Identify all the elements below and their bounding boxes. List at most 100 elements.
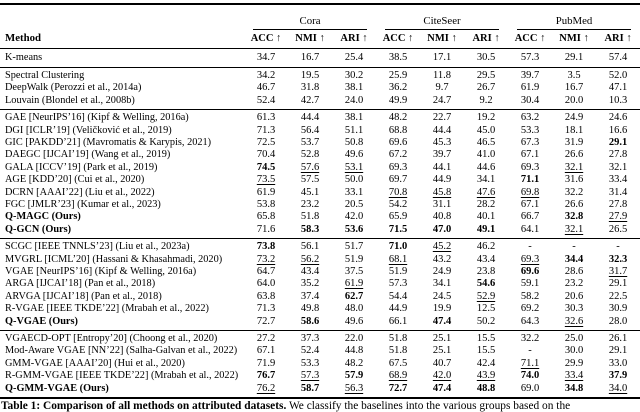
table-caption-lead: Table 1: Comparison of all methods on at… — [1, 400, 287, 412]
metric-value-cell: 47.6 — [476, 186, 496, 198]
metric-value-cell: 57.6 — [300, 161, 320, 173]
metric-value-cell: 19.9 — [432, 303, 452, 315]
metric-value-cell: 45.0 — [476, 124, 496, 136]
metric-value-cell: 22.0 — [344, 333, 364, 345]
metric-header: ARI ↑ — [596, 30, 640, 49]
dataset-group-row: Method Cora CiteSeer PubMed — [0, 4, 640, 49]
metric-value-cell: 45.3 — [432, 136, 452, 148]
method-cell: DGI [ICLR’19] (Veličković et al., 2019) — [5, 124, 172, 136]
metric-value-cell: 26.1 — [608, 333, 628, 345]
metric-value-cell: 24.0 — [344, 94, 364, 106]
metric-value-cell: 58.6 — [300, 315, 320, 327]
metric-value-cell: 32.1 — [608, 161, 628, 173]
metric-value-cell: 57.3 — [520, 51, 540, 63]
metric-value-cell: 73.5 — [256, 174, 276, 186]
table-row: ARVGA [IJCAI’18] (Pan et al., 2018) 63.8 3… — [0, 291, 640, 303]
metric-value-cell: - — [616, 241, 620, 253]
metric-value-cell: 44.1 — [432, 161, 452, 173]
metric-value-cell: 63.2 — [520, 112, 540, 124]
metric-value-cell: 20.6 — [564, 290, 584, 302]
method-cell: GMM-VGAE [AAAI’20] (Hui et al., 2020) — [5, 357, 185, 369]
metric-value-cell: 40.7 — [432, 357, 452, 369]
method-cell: AGE [KDD’20] (Cui et al., 2020) — [5, 174, 145, 186]
metric-value-cell: 68.9 — [388, 370, 408, 382]
metric-value-cell: 23.2 — [564, 278, 584, 290]
method-cell: GIC [PAKDD’21] (Mavromatis & Karypis, 20… — [5, 136, 212, 148]
table-row: R-GMM-VGAE [IEEE TKDE’22] (Mrabah et al.… — [0, 370, 640, 382]
metric-value-cell: 34.7 — [256, 51, 276, 63]
metric-value-cell: 30.4 — [520, 94, 540, 106]
table-row: MVGRL [ICML’20] (Hassani & Khasahmadi, 2… — [0, 254, 640, 266]
table-row: K-means 34.7 16.7 25.4 38.5 17.1 30.5 57.3 29.1 5… — [0, 48, 640, 67]
metric-value-cell: 42.0 — [344, 211, 364, 223]
metric-value-cell: 20.0 — [564, 94, 584, 106]
table-row: GMM-VGAE [AAAI’20] (Hui et al., 2020) 71.… — [0, 358, 640, 370]
metric-value-cell: 34.4 — [564, 253, 584, 265]
method-cell: DeepWalk (Perozzi et al., 2014a) — [5, 82, 142, 94]
metric-value-cell: 57.5 — [300, 174, 320, 186]
metric-value-cell: 16.7 — [564, 82, 584, 94]
metric-value-cell: 16.6 — [608, 124, 628, 136]
metric-value-cell: 23.2 — [300, 198, 320, 210]
metric-value-cell: 58.3 — [300, 223, 320, 235]
table-row: R-VGAE [IEEE TKDE’22] (Mrabah et al., 20… — [0, 303, 640, 315]
metric-value-cell: 76.2 — [256, 382, 276, 394]
metric-value-cell: 44.9 — [388, 303, 408, 315]
metric-value-cell: 15.5 — [476, 345, 496, 357]
table-row: Mod-Aware VGAE [NN’22] (Salha-Galvan et … — [0, 345, 640, 357]
metric-value-cell: 61.9 — [344, 278, 364, 290]
metric-value-cell: 49.6 — [344, 315, 364, 327]
metric-value-cell: 49.8 — [300, 303, 320, 315]
metric-value-cell: 37.4 — [300, 290, 320, 302]
metric-value-cell: 18.1 — [564, 124, 584, 136]
metric-value-cell: 16.7 — [300, 51, 320, 63]
metric-value-cell: 53.3 — [520, 124, 540, 136]
metric-value-cell: 31.1 — [432, 198, 452, 210]
metric-value-cell: 47.1 — [608, 82, 628, 94]
table-caption: Table 1: Comparison of all methods on at… — [1, 400, 640, 412]
metric-value-cell: 30.3 — [564, 303, 584, 315]
metric-value-cell: 25.1 — [432, 345, 452, 357]
metric-value-cell: 46.5 — [476, 136, 496, 148]
metric-header: ARI ↑ — [332, 30, 376, 49]
metric-value-cell: 73.8 — [256, 241, 276, 253]
metric-value-cell: 27.9 — [608, 211, 628, 223]
metric-value-cell: 25.0 — [564, 333, 584, 345]
metric-value-cell: 72.7 — [256, 315, 276, 327]
metric-value-cell: 61.9 — [256, 186, 276, 198]
metric-value-cell: 34.1 — [432, 278, 452, 290]
metric-value-cell: 42.7 — [300, 94, 320, 106]
table-row: Q-MAGC (Ours) 65.8 51.8 42.0 65.9 40.8 40.1 66.… — [0, 211, 640, 223]
metric-value-cell: 71.1 — [520, 357, 540, 369]
method-block: VGAECD-OPT [Entropy’20] (Choong et al., … — [0, 330, 640, 399]
method-cell: Spectral Clustering — [5, 69, 85, 81]
metric-value-cell: 24.6 — [608, 112, 628, 124]
metric-value-cell: 29.5 — [476, 69, 496, 81]
method-block: GAE [NeurIPS’16] (Kipf & Welling, 2016a)… — [0, 109, 640, 239]
table-caption-rest: We classify the baselines into the vario… — [286, 400, 571, 412]
metric-value-cell: 43.4 — [300, 266, 320, 277]
metric-value-cell: 64.0 — [256, 278, 276, 290]
table-row: GALA [ICCV’19] (Park et al., 2019) 74.5 57… — [0, 162, 640, 174]
metric-value-cell: 53.8 — [256, 198, 276, 210]
method-cell: Q-GMM-VGAE (Ours) — [5, 382, 109, 394]
metric-value-cell: 20.5 — [344, 198, 364, 210]
table-row: AGE [KDD’20] (Cui et al., 2020) 73.5 57.5 5… — [0, 174, 640, 186]
metric-value-cell: 51.9 — [388, 266, 408, 277]
metric-value-cell: 52.9 — [476, 290, 496, 302]
metric-value-cell: 29.9 — [564, 357, 584, 369]
method-cell: VGAE [NeurIPS’16] (Kipf & Welling, 2016a… — [5, 266, 197, 277]
table-row: FGC [JMLR’23] (Kumar et al., 2023) 53.8 23… — [0, 199, 640, 211]
metric-value-cell: 48.2 — [388, 112, 408, 124]
metric-value-cell: 63.8 — [256, 290, 276, 302]
metric-value-cell: 33.1 — [344, 186, 364, 198]
table-row: Louvain (Blondel et al., 2008b) 52.4 42.7 2… — [0, 95, 640, 110]
metric-value-cell: 65.8 — [256, 211, 276, 223]
metric-value-cell: 9.2 — [479, 94, 493, 106]
table-row: DCRN [AAAI’22] (Liu et al., 2022) 61.9 45.… — [0, 187, 640, 199]
metric-value-cell: 32.6 — [564, 315, 584, 327]
dataset-group-label: Cora — [253, 15, 367, 30]
metric-value-cell: 61.3 — [256, 112, 276, 124]
metric-value-cell: 69.7 — [388, 174, 408, 186]
metric-value-cell: 42.0 — [432, 370, 452, 382]
